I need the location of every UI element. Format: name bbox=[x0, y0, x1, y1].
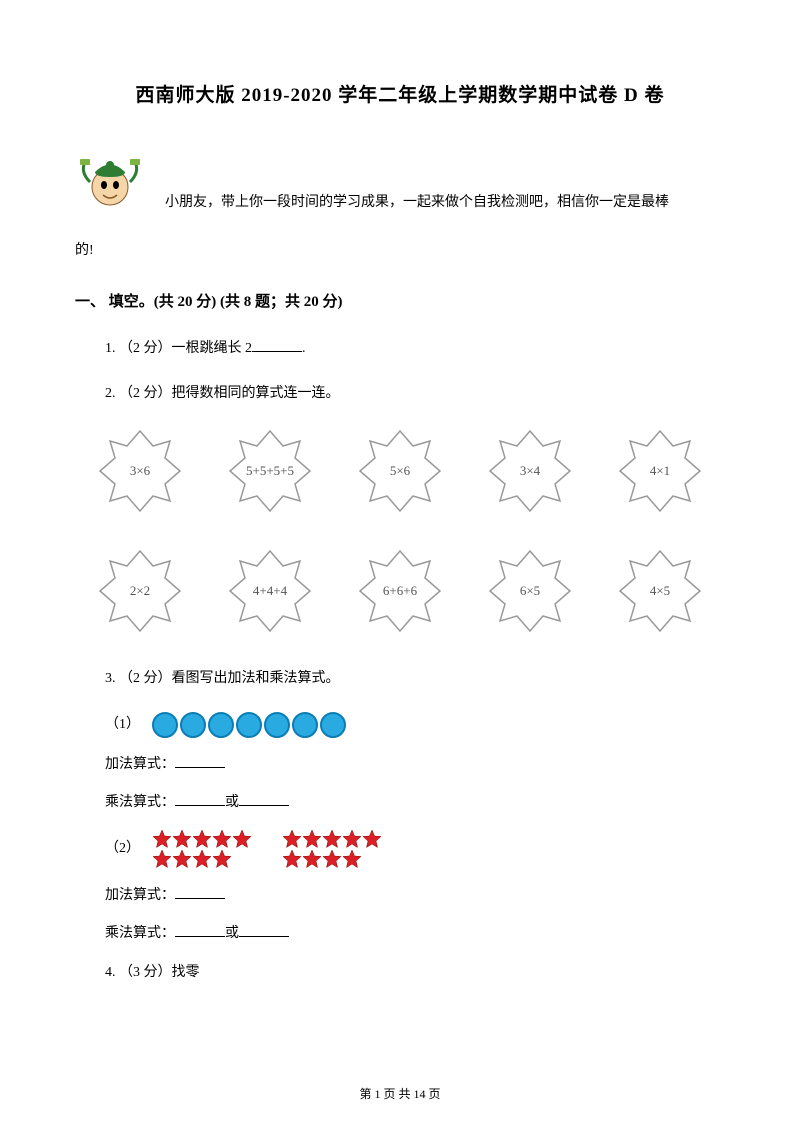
star-row-2: 2×2 4+4+4 6+6+6 6×5 4×5 bbox=[95, 546, 705, 636]
question-1: 1. （2 分）一根跳绳长 2. bbox=[105, 336, 725, 361]
blank-input[interactable] bbox=[252, 338, 302, 352]
or-text: 或 bbox=[225, 795, 239, 810]
sub1-label: （1） bbox=[105, 717, 140, 732]
stars-group bbox=[282, 829, 382, 869]
circle-icon bbox=[236, 712, 262, 738]
add-answer-2: 加法算式： bbox=[105, 884, 725, 904]
star-shape: 4+4+4 bbox=[225, 546, 315, 636]
blank-input[interactable] bbox=[175, 885, 225, 899]
circle-icon bbox=[208, 712, 234, 738]
mul-answer-2: 乘法算式： 或 bbox=[105, 922, 725, 942]
page-title: 西南师大版 2019-2020 学年二年级上学期数学期中试卷 D 卷 bbox=[75, 80, 725, 107]
blank-input[interactable] bbox=[175, 923, 225, 937]
blank-input[interactable] bbox=[239, 923, 289, 937]
star-icon bbox=[192, 829, 212, 849]
circles-row bbox=[152, 712, 346, 738]
star-icon bbox=[212, 829, 232, 849]
star-shape: 3×4 bbox=[485, 426, 575, 516]
star-icon bbox=[302, 849, 322, 869]
star-icon bbox=[322, 849, 342, 869]
star-shape: 2×2 bbox=[95, 546, 185, 636]
star-label: 2×2 bbox=[130, 583, 150, 599]
star-shape: 4×1 bbox=[615, 426, 705, 516]
star-label: 5×6 bbox=[390, 463, 410, 479]
question-3: 3. （2 分）看图写出加法和乘法算式。 bbox=[105, 666, 725, 691]
question-4: 4. （3 分）找零 bbox=[105, 960, 725, 985]
sub2-label: （2） bbox=[105, 841, 140, 856]
star-icon bbox=[212, 849, 232, 869]
mul-answer-1: 乘法算式： 或 bbox=[105, 791, 725, 811]
star-icon bbox=[192, 849, 212, 869]
star-icon bbox=[232, 829, 252, 849]
star-label: 3×4 bbox=[520, 463, 540, 479]
q3-sub2: （2） bbox=[105, 829, 725, 869]
mul-label: 乘法算式： bbox=[105, 795, 175, 810]
blank-input[interactable] bbox=[175, 754, 225, 768]
star-row-1: 3×6 5+5+5+5 5×6 3×4 4×1 bbox=[95, 426, 705, 516]
star-label: 6+6+6 bbox=[383, 583, 417, 599]
page-footer: 第 1 页 共 14 页 bbox=[0, 1085, 800, 1102]
intro-text: 小朋友，带上你一段时间的学习成果，一起来做个自我检测吧，相信你一定是最棒 bbox=[165, 159, 669, 217]
star-icon bbox=[322, 829, 342, 849]
blank-input[interactable] bbox=[175, 792, 225, 806]
add-answer-1: 加法算式： bbox=[105, 753, 725, 773]
stars-groups bbox=[152, 829, 382, 869]
star-icon bbox=[172, 849, 192, 869]
star-shape: 5+5+5+5 bbox=[225, 426, 315, 516]
star-label: 6×5 bbox=[520, 583, 540, 599]
intro-tail: 的! bbox=[75, 237, 725, 265]
circle-icon bbox=[320, 712, 346, 738]
star-label: 4×1 bbox=[650, 463, 670, 479]
star-icon bbox=[282, 829, 302, 849]
star-shape: 5×6 bbox=[355, 426, 445, 516]
stars-group bbox=[152, 829, 252, 869]
add-label: 加法算式： bbox=[105, 888, 175, 903]
star-shape: 6+6+6 bbox=[355, 546, 445, 636]
star-label: 5+5+5+5 bbox=[246, 463, 294, 479]
star-label: 4+4+4 bbox=[253, 583, 287, 599]
q1-label: 1. （2 分）一根跳绳长 2 bbox=[105, 341, 252, 356]
star-icon bbox=[342, 829, 362, 849]
star-label: 4×5 bbox=[650, 583, 670, 599]
star-shape: 6×5 bbox=[485, 546, 575, 636]
mul-label: 乘法算式： bbox=[105, 926, 175, 941]
mascot-row: 小朋友，带上你一段时间的学习成果，一起来做个自我检测吧，相信你一定是最棒 bbox=[75, 147, 725, 217]
circle-icon bbox=[292, 712, 318, 738]
circle-icon bbox=[180, 712, 206, 738]
star-shape: 3×6 bbox=[95, 426, 185, 516]
star-icon bbox=[152, 829, 172, 849]
question-2: 2. （2 分）把得数相同的算式连一连。 bbox=[105, 381, 725, 406]
star-shape: 4×5 bbox=[615, 546, 705, 636]
mascot-icon bbox=[75, 147, 145, 217]
star-icon bbox=[342, 849, 362, 869]
section-1-header: 一、 填空。(共 20 分) (共 8 题；共 20 分) bbox=[75, 290, 725, 311]
star-icon bbox=[362, 829, 382, 849]
star-label: 3×6 bbox=[130, 463, 150, 479]
add-label: 加法算式： bbox=[105, 757, 175, 772]
or-text: 或 bbox=[225, 926, 239, 941]
q1-end: . bbox=[302, 341, 306, 356]
star-icon bbox=[172, 829, 192, 849]
blank-input[interactable] bbox=[239, 792, 289, 806]
star-icon bbox=[302, 829, 322, 849]
star-icon bbox=[282, 849, 302, 869]
circle-icon bbox=[152, 712, 178, 738]
circle-icon bbox=[264, 712, 290, 738]
star-icon bbox=[152, 849, 172, 869]
q3-sub1: （1） bbox=[105, 712, 725, 738]
